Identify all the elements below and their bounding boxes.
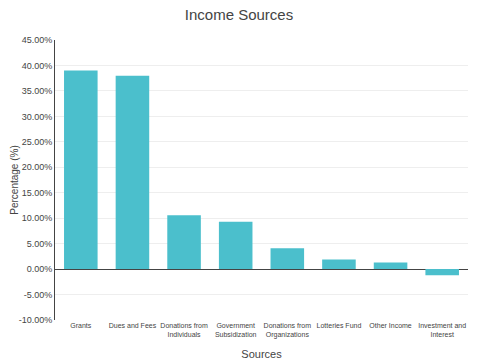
svg-text:15.00%: 15.00% bbox=[22, 188, 53, 198]
svg-text:Donations fromOrganizations: Donations fromOrganizations bbox=[264, 322, 312, 339]
svg-text:5.00%: 5.00% bbox=[27, 239, 53, 249]
svg-text:30.00%: 30.00% bbox=[22, 112, 53, 122]
svg-text:Grants: Grants bbox=[70, 322, 92, 329]
svg-text:Income Sources: Income Sources bbox=[185, 6, 293, 23]
svg-text:25.00%: 25.00% bbox=[22, 137, 53, 147]
svg-text:40.00%: 40.00% bbox=[22, 61, 53, 71]
svg-text:Percentage (%): Percentage (%) bbox=[9, 145, 20, 214]
svg-text:Lotteries Fund: Lotteries Fund bbox=[317, 322, 362, 329]
svg-text:10.00%: 10.00% bbox=[22, 213, 53, 223]
svg-text:Sources: Sources bbox=[241, 348, 282, 360]
svg-text:Other Income: Other Income bbox=[369, 322, 412, 329]
svg-text:Dues and Fees: Dues and Fees bbox=[109, 322, 157, 329]
svg-text:35.00%: 35.00% bbox=[22, 86, 53, 96]
svg-text:Investment andInterest: Investment andInterest bbox=[418, 322, 466, 338]
svg-text:GovernmentSubsidization: GovernmentSubsidization bbox=[215, 322, 257, 338]
svg-text:20.00%: 20.00% bbox=[22, 162, 53, 172]
svg-text:0.00%: 0.00% bbox=[27, 264, 53, 274]
svg-text:-5.00%: -5.00% bbox=[24, 290, 53, 300]
svg-text:Donations fromIndividuals: Donations fromIndividuals bbox=[160, 322, 208, 338]
svg-text:-10.00%: -10.00% bbox=[19, 315, 53, 325]
svg-text:45.00%: 45.00% bbox=[22, 35, 53, 45]
